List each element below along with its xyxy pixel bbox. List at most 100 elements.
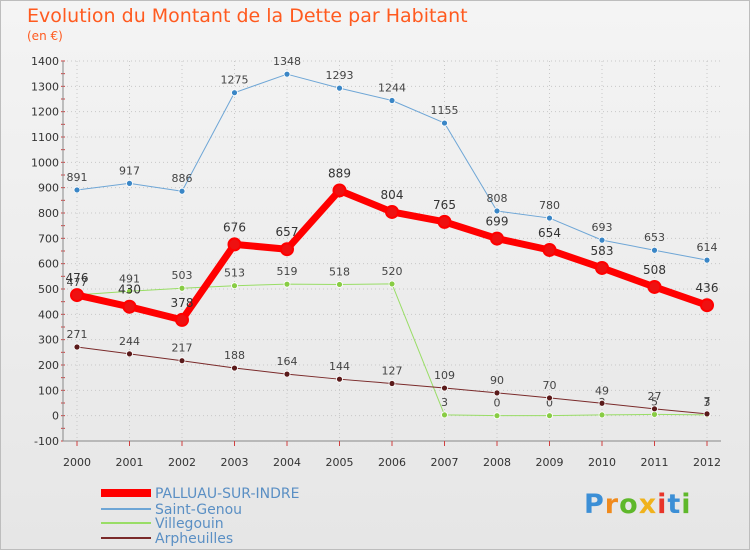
data-point [598,236,606,244]
data-point [283,370,291,378]
data-point [385,204,399,219]
x-tick-label: 2007 [431,456,459,469]
data-point [388,380,396,387]
data-label: 164 [277,355,298,368]
data-point [651,410,658,418]
data-label: 520 [382,265,403,278]
x-tick-label: 2009 [536,456,564,469]
data-point [490,231,504,246]
y-tick-label: 1200 [31,106,59,119]
data-point [651,246,658,254]
data-label: 804 [381,188,404,202]
data-label: 0 [494,397,501,410]
data-label: 518 [329,265,350,278]
data-point [700,298,714,313]
data-label: 378 [171,296,194,310]
data-point [336,281,343,288]
data-label: 27 [648,390,662,403]
y-tick-label: 100 [38,384,59,397]
data-point [542,242,557,257]
data-point [178,284,186,292]
y-tick-label: 1300 [31,80,59,93]
data-label: 476 [66,271,89,285]
x-tick-label: 2000 [63,456,91,469]
data-point [595,260,609,275]
y-tick-label: -100 [34,435,59,448]
data-label: 244 [119,335,140,348]
data-label: 1348 [273,55,301,68]
data-point [283,280,291,288]
data-label: 583 [591,244,614,258]
data-label: 430 [118,283,141,297]
data-label: 614 [697,241,718,254]
data-label: 886 [172,172,193,185]
data-label: 477 [67,276,88,289]
data-point [231,364,238,372]
y-tick-label: 300 [38,334,59,347]
data-point [332,183,347,198]
x-tick-label: 2005 [326,456,354,469]
data-point [441,119,448,127]
data-label: 503 [172,269,193,282]
data-label: 127 [382,364,403,377]
data-label: 188 [224,349,245,362]
data-label: 889 [328,166,351,180]
data-point [493,207,501,215]
x-tick-label: 2001 [116,456,144,469]
x-tick-label: 2006 [378,456,406,469]
data-label: 917 [119,164,140,177]
x-tick-label: 2004 [273,456,301,469]
legend-label: Saint-Genou [155,502,242,518]
data-point [437,214,452,229]
y-tick-label: 800 [38,207,59,220]
data-point [703,256,711,264]
data-label: 891 [67,171,88,184]
data-label: 699 [486,215,509,229]
data-point [283,70,291,78]
data-label: 1244 [378,82,406,95]
data-label: 217 [172,342,193,355]
data-label: 653 [644,231,665,244]
proxiti-logo: Proxiti [584,489,692,520]
data-point [70,288,84,303]
y-tick-label: 900 [38,182,59,195]
data-point [280,242,294,257]
data-point [598,411,606,419]
y-tick-label: 600 [38,258,59,271]
data-point [126,179,133,187]
x-tick-label: 2002 [168,456,196,469]
data-label: 144 [329,360,350,373]
data-label: 654 [538,226,561,240]
data-label: 3 [704,396,711,409]
data-label: 271 [67,328,88,341]
data-label: 7 [704,395,711,408]
chart-subtitle: (en €) [27,29,63,43]
data-point [178,357,186,365]
y-tick-label: 400 [38,308,59,321]
data-label: 491 [119,272,140,285]
data-label: 780 [539,199,560,212]
y-tick-label: 0 [52,410,59,423]
data-point [546,214,553,222]
data-point [388,97,396,104]
data-label: 765 [433,198,456,212]
data-point [178,187,186,195]
data-point [336,84,343,92]
data-label: 676 [223,220,246,234]
x-tick-label: 2010 [588,456,616,469]
data-label: 109 [434,369,455,382]
data-point [546,412,553,420]
y-tick-label: 1400 [31,55,59,68]
data-label: 657 [276,225,299,239]
x-tick-label: 2011 [641,456,669,469]
data-label: 1155 [431,104,459,117]
data-label: 508 [643,263,666,277]
data-point [336,375,343,383]
data-label: 1293 [326,69,354,82]
data-point [126,287,133,295]
data-label: 0 [546,397,553,410]
y-tick-label: 1000 [31,156,59,169]
data-point [175,312,189,327]
y-tick-label: 200 [38,359,59,372]
